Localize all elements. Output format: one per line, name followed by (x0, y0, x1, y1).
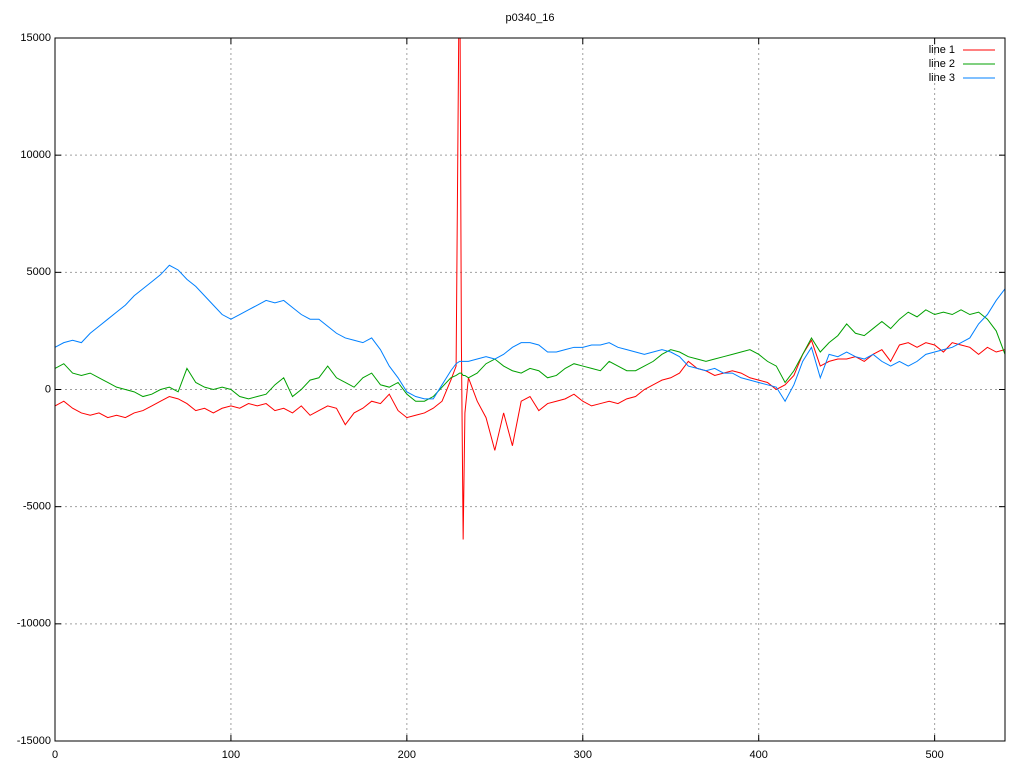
x-tick-label: 500 (925, 749, 943, 761)
plot-area (55, 38, 1005, 540)
legend-label: line 2 (929, 58, 955, 70)
legend-label: line 1 (929, 44, 955, 56)
y-tick-label: -10000 (17, 618, 51, 630)
x-tick-label: 400 (750, 749, 768, 761)
grid (54, 37, 1005, 742)
x-tick-label: 100 (222, 749, 240, 761)
y-tick-label: 5000 (27, 266, 51, 278)
y-tick-label: 0 (45, 383, 51, 395)
data-line (55, 309, 1005, 402)
data-line (55, 38, 1005, 540)
y-tick-label: 10000 (20, 149, 51, 161)
chart-title: p0340_16 (506, 12, 555, 24)
x-tick-label: 200 (398, 749, 416, 761)
data-line (55, 264, 1005, 403)
y-tick-label: 15000 (20, 32, 51, 44)
y-tick-label: -5000 (23, 501, 51, 513)
legend-label: line 3 (929, 72, 955, 84)
x-tick-label: 0 (52, 749, 58, 761)
y-tick-label: -15000 (17, 735, 51, 747)
x-tick-label: 300 (574, 749, 592, 761)
